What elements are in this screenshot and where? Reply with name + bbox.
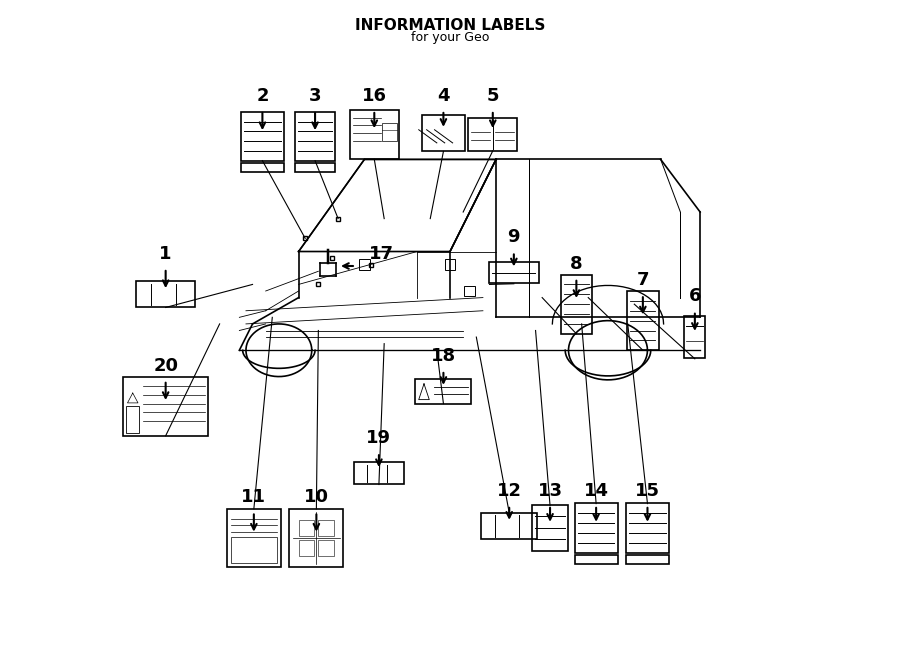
Bar — [294, 112, 336, 161]
Bar — [561, 274, 592, 334]
Text: 4: 4 — [437, 87, 450, 104]
Bar — [299, 520, 314, 536]
Text: 15: 15 — [635, 482, 660, 500]
Bar — [123, 377, 209, 436]
Text: 11: 11 — [241, 488, 266, 506]
Bar — [416, 379, 472, 404]
Bar — [490, 262, 538, 284]
Bar — [464, 286, 475, 296]
Bar — [294, 163, 336, 172]
Bar — [575, 555, 617, 564]
Text: 1: 1 — [159, 245, 172, 262]
Bar — [319, 520, 334, 536]
Text: 9: 9 — [508, 228, 520, 247]
Text: 5: 5 — [487, 87, 499, 104]
Bar — [359, 259, 370, 270]
Bar — [382, 122, 397, 141]
Bar — [575, 503, 617, 553]
Bar — [241, 163, 284, 172]
Bar — [468, 118, 518, 151]
Text: 20: 20 — [153, 356, 178, 375]
Bar — [241, 112, 284, 161]
Bar — [227, 509, 281, 566]
Text: 7: 7 — [636, 271, 649, 289]
Text: 19: 19 — [366, 429, 392, 447]
Bar — [626, 503, 669, 553]
Bar — [422, 115, 464, 151]
Bar — [445, 259, 455, 270]
Bar — [532, 505, 568, 551]
Bar — [319, 540, 334, 556]
Bar — [626, 555, 669, 564]
Bar — [290, 509, 344, 566]
Bar — [355, 463, 403, 485]
Text: INFORMATION LABELS: INFORMATION LABELS — [355, 18, 545, 33]
Bar — [627, 291, 659, 350]
Bar — [684, 316, 706, 358]
Text: 14: 14 — [583, 482, 608, 500]
Text: 6: 6 — [688, 288, 701, 305]
Bar — [136, 281, 195, 307]
Bar — [230, 537, 277, 563]
Text: 18: 18 — [431, 347, 456, 365]
Text: 2: 2 — [256, 87, 269, 104]
Bar — [349, 110, 399, 159]
Bar — [299, 540, 314, 556]
Text: for your Geo: for your Geo — [410, 31, 490, 44]
Text: 17: 17 — [369, 245, 394, 262]
Text: 16: 16 — [362, 87, 387, 104]
Text: 12: 12 — [497, 482, 522, 500]
Text: 3: 3 — [309, 87, 321, 104]
Text: 8: 8 — [570, 254, 582, 272]
Text: 10: 10 — [304, 488, 328, 506]
Text: 13: 13 — [537, 482, 562, 500]
Bar — [482, 513, 537, 539]
Bar — [126, 407, 140, 432]
